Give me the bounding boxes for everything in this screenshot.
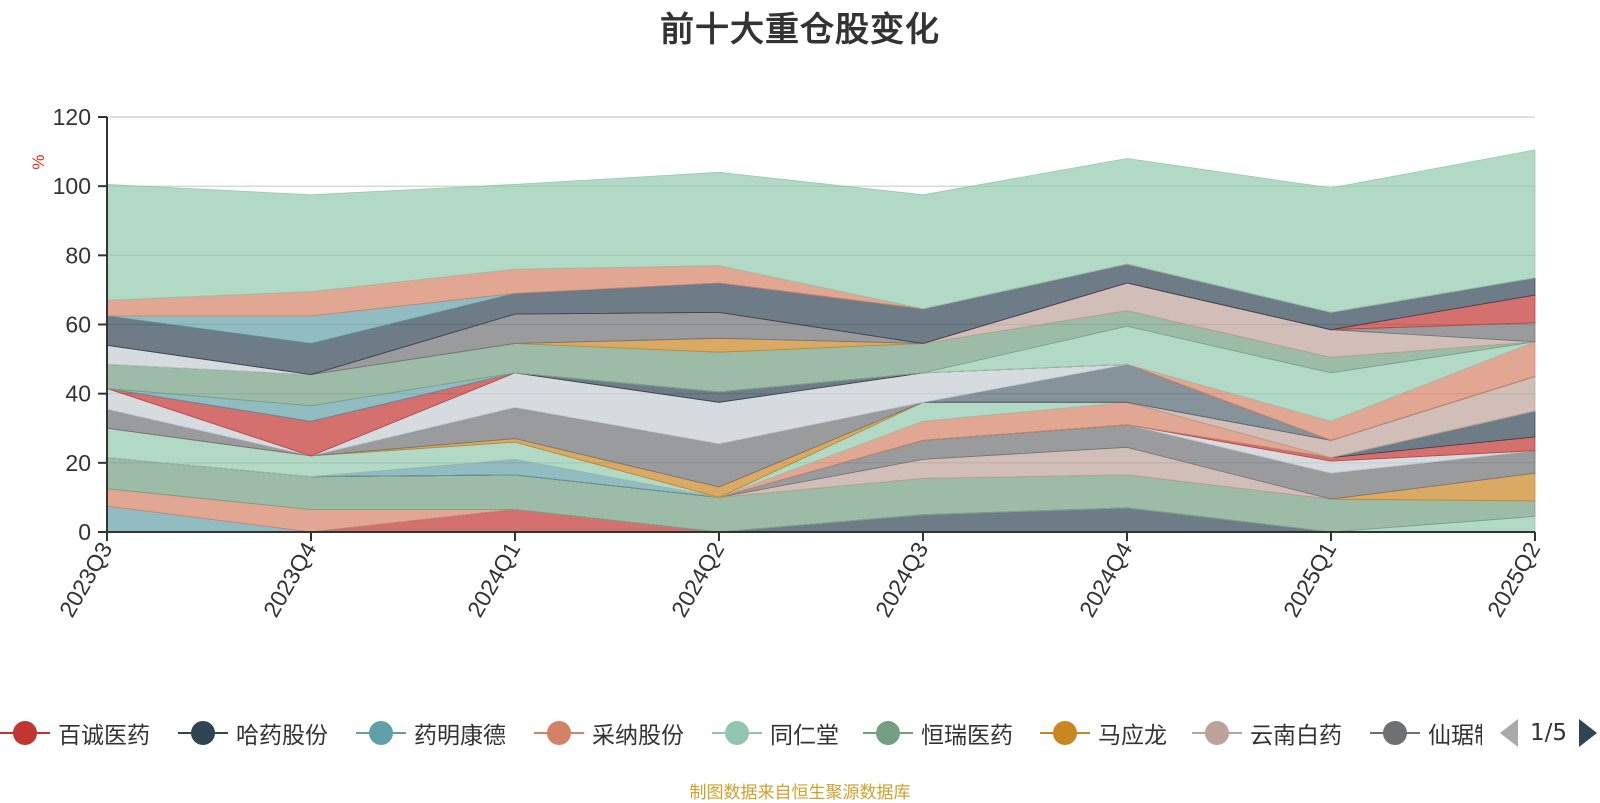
legend-symbol-icon: [863, 716, 913, 750]
legend-item[interactable]: 采纳股份: [534, 716, 684, 750]
legend-item-label: 同仁堂: [770, 723, 839, 749]
legend-item-label: 哈药股份: [236, 723, 328, 749]
x-tick-label: 2024Q3: [870, 538, 933, 622]
legend-symbol-icon: [534, 716, 584, 750]
source-note: 制图数据来自恒生聚源数据库: [689, 783, 911, 803]
area-series: [106, 149, 1536, 533]
x-tick-label: 2024Q2: [666, 538, 729, 622]
legend-item[interactable]: 云南白药: [1192, 716, 1342, 750]
legend-symbol-icon: [1370, 716, 1420, 750]
legend-item-label: 药明康德: [414, 723, 506, 749]
legend-item[interactable]: 马应龙: [1040, 716, 1167, 750]
y-tick-label: 120: [53, 104, 91, 130]
legend-next-page-icon[interactable]: [1579, 719, 1598, 747]
x-tick-label: 2023Q3: [54, 538, 117, 622]
y-tick-label: 20: [65, 450, 91, 476]
x-tick-label: 2024Q1: [462, 538, 525, 622]
y-tick-label: 40: [65, 381, 91, 407]
legend: 百诚医药 哈药股份 药明康德 采纳股份 同仁堂 恒瑞医药 马应龙 云南白药 仙琚制药: [0, 716, 1600, 756]
legend-item-label: 仙琚制药: [1428, 723, 1482, 749]
legend-prev-page-icon[interactable]: [1500, 719, 1518, 747]
legend-symbol-icon: [0, 716, 50, 750]
legend-item-label: 恒瑞医药: [921, 723, 1013, 749]
legend-item[interactable]: 仙琚制药: [1370, 716, 1482, 750]
y-tick-label: 100: [53, 173, 91, 199]
legend-item[interactable]: 恒瑞医药: [863, 716, 1013, 750]
x-tick-label: 2025Q2: [1482, 538, 1545, 622]
legend-item-label: 采纳股份: [592, 723, 684, 749]
y-tick-label: 0: [78, 519, 91, 545]
legend-items: 百诚医药 哈药股份 药明康德 采纳股份 同仁堂 恒瑞医药 马应龙 云南白药 仙琚制药: [0, 716, 1482, 756]
stacked-area-chart: 0 20 40 60 80 100 120 2023Q3 2023Q4 2024Q1 2024Q2 2…: [29, 104, 1545, 622]
legend-item[interactable]: 同仁堂: [712, 716, 839, 750]
chart-title: 前十大重仓股变化: [660, 10, 940, 50]
x-tick-label: 2025Q1: [1278, 538, 1341, 622]
legend-item-label: 百诚医药: [58, 723, 150, 749]
legend-pager: 1/5: [1500, 716, 1598, 750]
legend-item-label: 云南白药: [1250, 723, 1342, 749]
legend-symbol-icon: [1192, 716, 1242, 750]
x-tick-label: 2024Q4: [1074, 537, 1138, 621]
legend-page-indicator: 1/5: [1530, 720, 1568, 746]
area-series-38: [106, 149, 1536, 313]
x-tick-label: 2023Q4: [258, 537, 322, 621]
legend-symbol-icon: [178, 716, 228, 750]
y-axis-unit-label: %: [29, 154, 48, 169]
legend-item[interactable]: 哈药股份: [178, 716, 328, 750]
y-tick-label: 60: [65, 312, 91, 338]
y-tick-label: 80: [65, 242, 91, 268]
legend-symbol-icon: [356, 716, 406, 750]
legend-symbol-icon: [712, 716, 762, 750]
legend-item-label: 马应龙: [1098, 723, 1167, 749]
legend-item[interactable]: 药明康德: [356, 716, 506, 750]
legend-item[interactable]: 百诚医药: [0, 716, 150, 750]
legend-symbol-icon: [1040, 716, 1090, 750]
